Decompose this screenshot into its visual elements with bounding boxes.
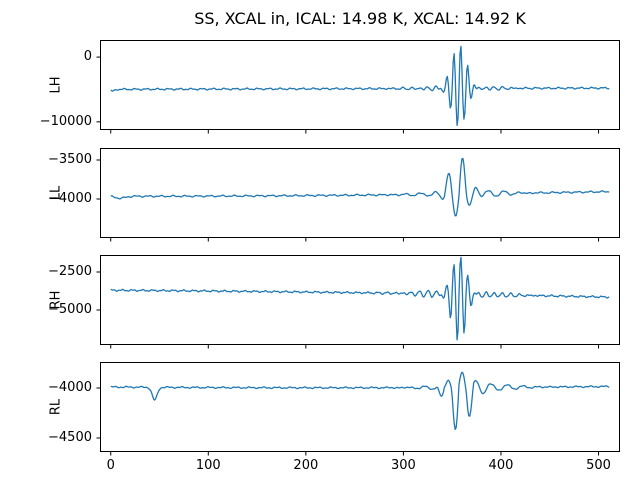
signal-trace-RH <box>110 256 610 341</box>
signal-trace-RL <box>110 371 610 430</box>
axes-box <box>100 255 620 345</box>
y-tick-label: −4500 <box>48 430 92 445</box>
x-tick-label: 200 <box>293 458 319 473</box>
subplot-LH <box>96 40 620 134</box>
y-tick-label: −4000 <box>48 380 92 395</box>
y-axis-label-LH: LH <box>48 76 64 94</box>
x-tick-label: 400 <box>488 458 514 473</box>
signal-trace-LH <box>110 45 610 127</box>
y-tick-label: −2500 <box>48 263 92 279</box>
y-tick-label: 0 <box>83 49 92 65</box>
y-axis-label-RL: RL <box>48 398 64 416</box>
axes-box <box>100 362 620 452</box>
x-tick-label: 300 <box>390 458 416 473</box>
y-tick-label: −3500 <box>48 152 92 167</box>
y-tick-label: −4000 <box>48 191 92 206</box>
y-tick-label: −10000 <box>39 113 92 129</box>
y-tick-label: −5000 <box>48 301 92 317</box>
x-tick-label: 100 <box>195 458 221 473</box>
x-tick-label: 500 <box>586 458 611 473</box>
signal-trace-LL <box>110 157 610 217</box>
x-tick-label: 0 <box>106 458 115 473</box>
subplot-RL <box>96 362 620 456</box>
axes-box <box>100 40 620 130</box>
chart-title: SS, XCAL in, ICAL: 14.98 K, XCAL: 14.92 … <box>194 9 526 28</box>
subplot-RH <box>96 255 620 349</box>
subplot-LL <box>96 148 620 242</box>
axes-box <box>100 148 620 238</box>
